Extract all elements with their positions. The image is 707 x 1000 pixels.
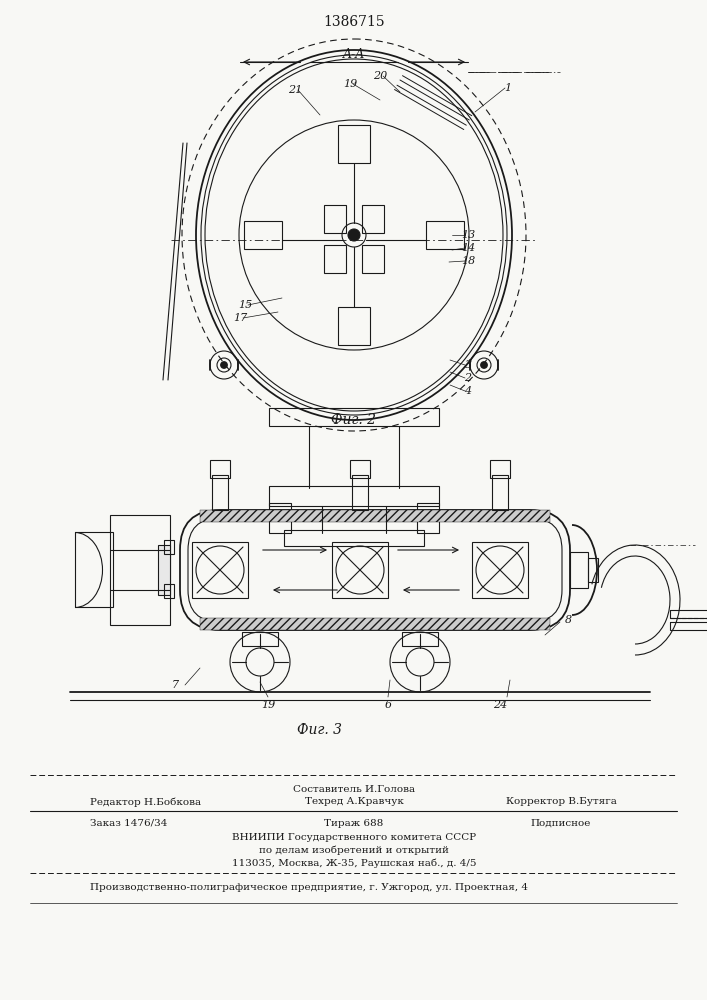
- Text: 3: 3: [464, 360, 472, 370]
- Text: 1386715: 1386715: [323, 15, 385, 29]
- Bar: [200, 510, 550, 522]
- Text: 13: 13: [461, 230, 475, 240]
- Bar: [352, 475, 368, 510]
- Bar: [210, 460, 230, 478]
- Bar: [212, 475, 228, 510]
- Text: Техред А.Кравчук: Техред А.Кравчук: [305, 798, 404, 806]
- Text: 14: 14: [461, 243, 475, 253]
- Bar: [670, 622, 707, 630]
- Text: 4: 4: [464, 386, 472, 396]
- Bar: [192, 542, 248, 598]
- Text: 15: 15: [238, 300, 252, 310]
- Text: 7: 7: [171, 680, 179, 690]
- Text: 21: 21: [288, 85, 302, 95]
- Bar: [244, 221, 282, 249]
- Bar: [164, 584, 174, 598]
- Circle shape: [221, 362, 227, 368]
- Circle shape: [481, 362, 487, 368]
- Text: 2: 2: [464, 373, 472, 383]
- Bar: [570, 552, 588, 588]
- Text: 20: 20: [373, 71, 387, 81]
- Text: 17: 17: [233, 313, 247, 323]
- Text: по делам изобретений и открытий: по делам изобретений и открытий: [259, 845, 449, 855]
- Text: 113035, Москва, Ж-35, Раушская наб., д. 4/5: 113035, Москва, Ж-35, Раушская наб., д. …: [232, 858, 477, 868]
- Text: Фиг. 3: Фиг. 3: [298, 723, 342, 737]
- Text: ВНИИПИ Государственного комитета СССР: ВНИИПИ Государственного комитета СССР: [232, 832, 476, 842]
- Bar: [284, 530, 424, 546]
- Bar: [588, 558, 598, 582]
- Text: 19: 19: [261, 700, 275, 710]
- Text: 18: 18: [461, 256, 475, 266]
- Text: Производственно-полиграфическое предприятие, г. Ужгород, ул. Проектная, 4: Производственно-полиграфическое предприя…: [90, 882, 528, 892]
- Bar: [200, 618, 550, 630]
- Bar: [332, 542, 388, 598]
- Bar: [490, 460, 510, 478]
- Bar: [417, 503, 439, 533]
- Text: Фиг. 2: Фиг. 2: [332, 413, 377, 427]
- Bar: [402, 632, 438, 646]
- Bar: [426, 221, 464, 249]
- Text: Редактор Н.Бобкова: Редактор Н.Бобкова: [90, 797, 201, 807]
- Bar: [338, 307, 370, 345]
- Text: 1: 1: [504, 83, 512, 93]
- Text: Заказ 1476/34: Заказ 1476/34: [90, 818, 168, 828]
- Text: Корректор В.Бутяга: Корректор В.Бутяга: [506, 798, 617, 806]
- Bar: [324, 205, 346, 233]
- Bar: [164, 540, 174, 554]
- Bar: [492, 475, 508, 510]
- Text: Тираж 688: Тираж 688: [325, 818, 384, 828]
- Bar: [242, 632, 278, 646]
- Text: A-A: A-A: [343, 48, 365, 62]
- Text: 8: 8: [564, 615, 571, 625]
- Text: Составитель И.Голова: Составитель И.Голова: [293, 784, 415, 794]
- Bar: [324, 245, 346, 273]
- Bar: [269, 503, 291, 533]
- Text: 6: 6: [385, 700, 392, 710]
- Bar: [269, 408, 439, 426]
- Bar: [75, 532, 113, 607]
- Bar: [670, 610, 707, 618]
- Text: 24: 24: [493, 700, 507, 710]
- Bar: [362, 205, 384, 233]
- Text: 19: 19: [343, 79, 357, 89]
- Bar: [158, 545, 170, 595]
- Bar: [350, 460, 370, 478]
- Circle shape: [348, 229, 360, 241]
- Bar: [472, 542, 528, 598]
- Bar: [338, 125, 370, 163]
- Text: Подписное: Подписное: [530, 818, 590, 828]
- Bar: [110, 515, 170, 625]
- Bar: [362, 245, 384, 273]
- Bar: [269, 486, 439, 506]
